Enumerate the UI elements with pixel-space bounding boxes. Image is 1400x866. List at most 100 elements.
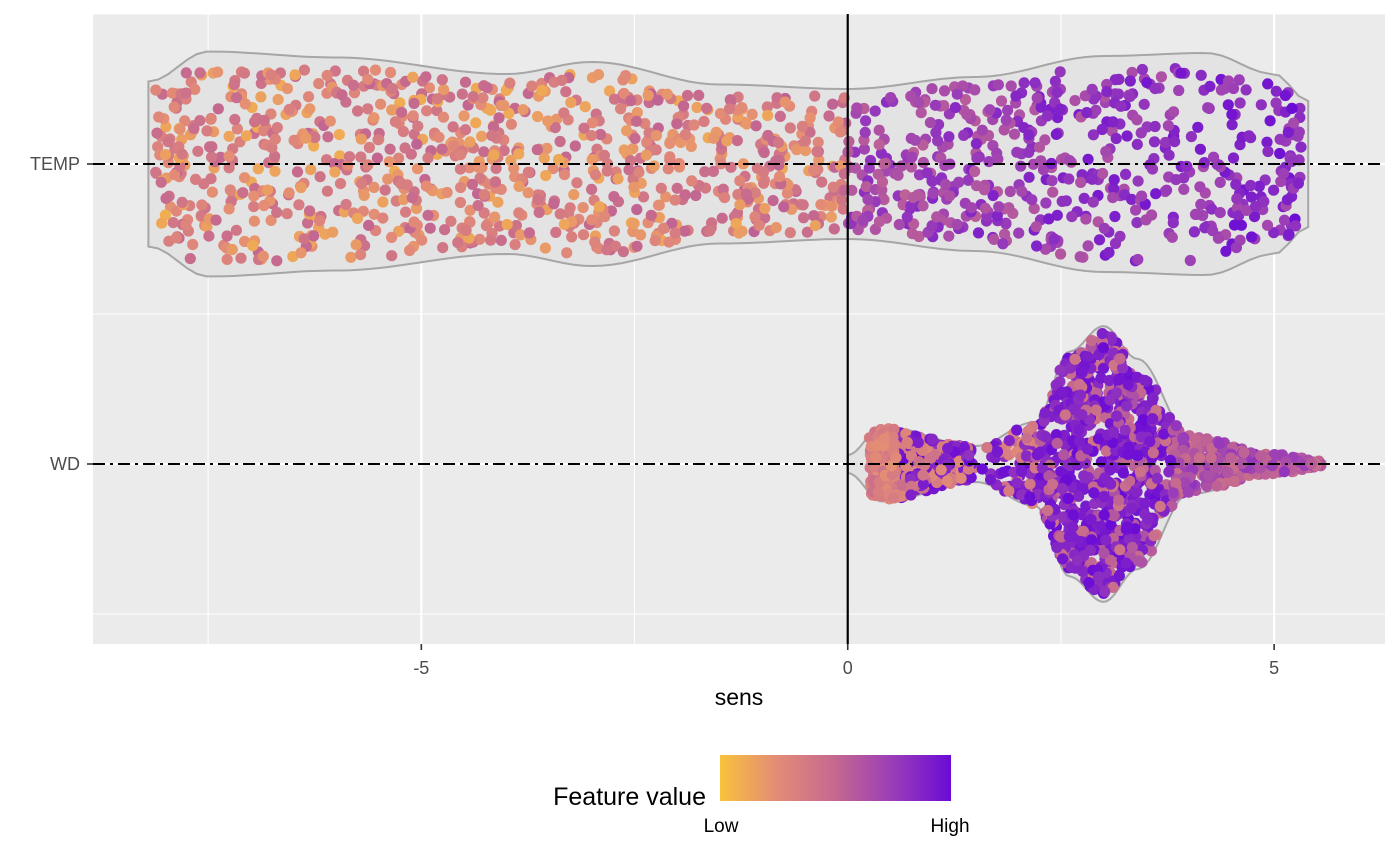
data-point <box>907 191 919 204</box>
data-point <box>237 187 249 199</box>
data-point <box>206 141 218 153</box>
data-point <box>1205 452 1217 464</box>
data-point <box>474 172 486 184</box>
data-point <box>231 123 243 135</box>
data-point <box>1144 436 1156 448</box>
data-point <box>355 249 367 261</box>
data-point <box>327 226 339 238</box>
data-point <box>536 84 548 96</box>
data-point <box>1092 433 1105 445</box>
data-point <box>1278 466 1290 478</box>
data-point <box>1154 500 1166 512</box>
data-point <box>1002 104 1014 116</box>
data-point <box>758 146 770 159</box>
data-point <box>1181 160 1193 172</box>
data-point <box>1234 97 1246 109</box>
data-point <box>1230 178 1242 190</box>
data-point <box>334 178 347 190</box>
data-point <box>412 120 424 132</box>
data-point <box>762 129 774 142</box>
data-point <box>455 149 467 161</box>
data-point <box>860 115 872 127</box>
data-point <box>1111 410 1123 422</box>
data-point <box>1097 167 1109 180</box>
data-point <box>628 181 640 193</box>
data-point <box>1096 123 1108 136</box>
data-point <box>679 189 691 201</box>
data-point <box>554 208 566 220</box>
data-point <box>976 463 988 475</box>
data-point <box>901 436 913 448</box>
data-point <box>876 184 888 196</box>
data-point <box>1243 130 1255 142</box>
data-point <box>781 187 794 199</box>
data-point <box>633 166 645 178</box>
data-point <box>601 244 613 256</box>
data-point <box>875 147 888 159</box>
data-point <box>804 126 816 138</box>
data-point <box>734 175 746 187</box>
data-point <box>166 87 178 99</box>
data-point <box>1124 90 1136 103</box>
data-point <box>1214 207 1226 219</box>
data-point <box>701 102 713 114</box>
data-point <box>1082 240 1094 252</box>
data-point <box>1195 198 1207 210</box>
data-point <box>660 191 672 203</box>
data-point <box>1122 448 1134 460</box>
data-point <box>825 211 837 223</box>
data-point <box>205 173 217 185</box>
x-tick-label: 5 <box>1269 658 1279 678</box>
data-point <box>836 194 848 206</box>
data-point <box>1262 78 1274 90</box>
data-point <box>767 195 779 207</box>
data-point <box>991 446 1004 458</box>
data-point <box>618 87 630 100</box>
data-point <box>666 217 678 229</box>
data-point <box>961 108 973 121</box>
data-point <box>1163 149 1175 161</box>
data-point <box>905 200 917 212</box>
data-point <box>293 199 305 211</box>
data-point <box>917 200 929 212</box>
data-point <box>1048 233 1060 245</box>
data-point <box>1222 99 1234 111</box>
data-point <box>447 121 459 133</box>
data-point <box>196 199 208 211</box>
data-point <box>1231 193 1243 205</box>
data-point <box>1122 379 1134 391</box>
data-point <box>932 135 944 147</box>
data-point <box>608 93 621 105</box>
data-point <box>731 135 743 147</box>
data-point <box>1090 104 1102 116</box>
data-point <box>671 182 683 194</box>
data-point <box>540 170 552 182</box>
data-point <box>488 149 500 161</box>
data-point <box>1182 486 1194 498</box>
data-point <box>1121 400 1133 412</box>
data-point <box>1029 77 1041 89</box>
data-point <box>1112 374 1124 386</box>
data-point <box>303 91 315 103</box>
data-point <box>585 130 598 142</box>
data-point <box>608 191 620 203</box>
data-point <box>732 188 744 201</box>
data-point <box>992 79 1005 91</box>
data-point <box>486 130 498 142</box>
data-point <box>477 92 489 104</box>
data-point <box>594 128 607 141</box>
data-point <box>809 90 821 102</box>
data-point <box>1245 191 1257 203</box>
data-point <box>577 229 590 241</box>
data-point <box>404 244 416 257</box>
data-point <box>886 469 898 481</box>
data-point <box>915 107 927 119</box>
data-point <box>1212 232 1224 244</box>
data-point <box>1173 457 1185 469</box>
data-point <box>686 175 698 187</box>
data-point <box>1039 243 1052 255</box>
data-point <box>1104 554 1117 566</box>
data-point <box>1109 210 1121 223</box>
data-point <box>1040 431 1052 443</box>
data-point <box>1075 176 1087 188</box>
